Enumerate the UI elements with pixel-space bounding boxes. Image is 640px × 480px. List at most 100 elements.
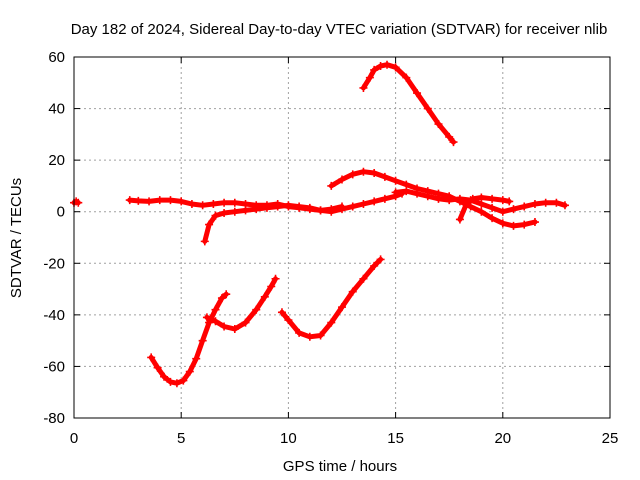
chart-title: Day 182 of 2024, Sidereal Day-to-day VTE… bbox=[71, 21, 608, 38]
series-arc-right-v bbox=[277, 255, 385, 341]
data-point bbox=[327, 207, 336, 216]
y-tick-label: -20 bbox=[43, 255, 65, 272]
data-point bbox=[338, 175, 346, 184]
ticks: 0 5 10 15 20 25 -80 -60 -40 -20 0 20 40 60 bbox=[43, 49, 618, 447]
data-point bbox=[220, 209, 229, 218]
data-point bbox=[220, 322, 229, 331]
data-point bbox=[267, 282, 276, 291]
y-tick-label: 40 bbox=[48, 101, 65, 118]
data-point bbox=[211, 211, 220, 220]
data-point bbox=[211, 317, 220, 326]
data-point bbox=[370, 65, 379, 74]
data-point bbox=[166, 377, 175, 386]
data-point bbox=[185, 367, 194, 376]
data-point bbox=[449, 138, 458, 147]
data-point bbox=[192, 354, 201, 363]
data-point bbox=[316, 331, 325, 340]
data-point bbox=[383, 60, 392, 69]
y-axis-label: SDTVAR / TECUs bbox=[8, 178, 25, 298]
x-tick-label: 10 bbox=[280, 430, 297, 447]
data-point bbox=[198, 336, 207, 345]
x-axis-label: GPS time / hours bbox=[283, 458, 397, 475]
data-point bbox=[241, 318, 250, 327]
data-point bbox=[509, 221, 518, 230]
data-point bbox=[391, 63, 400, 72]
data-point bbox=[455, 197, 464, 206]
data-point bbox=[376, 255, 385, 264]
data-point bbox=[423, 187, 432, 196]
data-point bbox=[295, 328, 304, 337]
data-point bbox=[541, 198, 550, 207]
data-point bbox=[241, 206, 250, 215]
data-point bbox=[209, 199, 218, 208]
data-point bbox=[252, 205, 261, 214]
data-point bbox=[552, 198, 561, 207]
data-point bbox=[498, 219, 507, 228]
data-point bbox=[488, 194, 497, 203]
data-point bbox=[498, 207, 507, 216]
data-point bbox=[205, 220, 214, 229]
x-tick-label: 15 bbox=[387, 430, 404, 447]
data-point bbox=[262, 203, 271, 212]
data-point bbox=[359, 199, 368, 208]
data-point bbox=[370, 261, 379, 270]
data-point bbox=[365, 73, 374, 82]
data-point bbox=[498, 196, 507, 205]
data-point bbox=[359, 274, 368, 283]
data-point bbox=[230, 325, 239, 334]
data-point bbox=[488, 214, 497, 223]
data-point bbox=[530, 199, 539, 208]
plot-frame bbox=[73, 56, 611, 419]
data-point bbox=[222, 290, 231, 299]
data-point bbox=[153, 363, 162, 372]
data-point bbox=[338, 205, 346, 214]
data-point bbox=[187, 199, 196, 208]
data-point bbox=[391, 188, 400, 197]
data-point bbox=[125, 196, 134, 205]
data-point bbox=[327, 318, 336, 327]
data-point bbox=[413, 89, 422, 98]
data-point bbox=[391, 176, 400, 185]
data-point bbox=[338, 303, 346, 312]
series-arc-low-v bbox=[147, 290, 231, 388]
data-point bbox=[402, 73, 411, 82]
data-point bbox=[260, 292, 269, 301]
data-point bbox=[455, 215, 464, 224]
data-point bbox=[560, 201, 569, 210]
x-tick-label: 25 bbox=[602, 430, 619, 447]
data-point bbox=[179, 376, 188, 385]
data-point bbox=[509, 205, 518, 214]
data-point bbox=[348, 202, 357, 211]
data-point bbox=[423, 104, 432, 113]
data-point bbox=[147, 353, 156, 362]
data-point bbox=[348, 170, 357, 179]
data-point bbox=[530, 218, 539, 227]
data-point bbox=[177, 197, 186, 206]
y-tick-label: 0 bbox=[57, 204, 65, 221]
x-tick-label: 0 bbox=[70, 430, 78, 447]
data-point bbox=[477, 193, 486, 202]
x-tick-label: 5 bbox=[177, 430, 185, 447]
data-point bbox=[520, 202, 529, 211]
data-point bbox=[155, 196, 164, 205]
y-tick-label: 60 bbox=[48, 49, 65, 66]
data-point bbox=[284, 201, 293, 210]
data-point bbox=[327, 181, 336, 190]
data-point bbox=[305, 203, 314, 212]
series-arc-peak bbox=[359, 60, 458, 147]
y-tick-label: -60 bbox=[43, 358, 65, 375]
data-point bbox=[252, 305, 261, 314]
data-point bbox=[413, 184, 422, 193]
data-point bbox=[468, 194, 477, 203]
data-point bbox=[74, 198, 83, 207]
data-point bbox=[230, 207, 239, 216]
y-tick-label: -40 bbox=[43, 307, 65, 324]
series-arc-late-dip bbox=[455, 193, 514, 224]
data-point bbox=[230, 198, 239, 207]
data-point bbox=[134, 196, 143, 205]
data-point bbox=[172, 379, 181, 388]
data-point bbox=[477, 207, 486, 216]
data-point bbox=[434, 189, 443, 198]
